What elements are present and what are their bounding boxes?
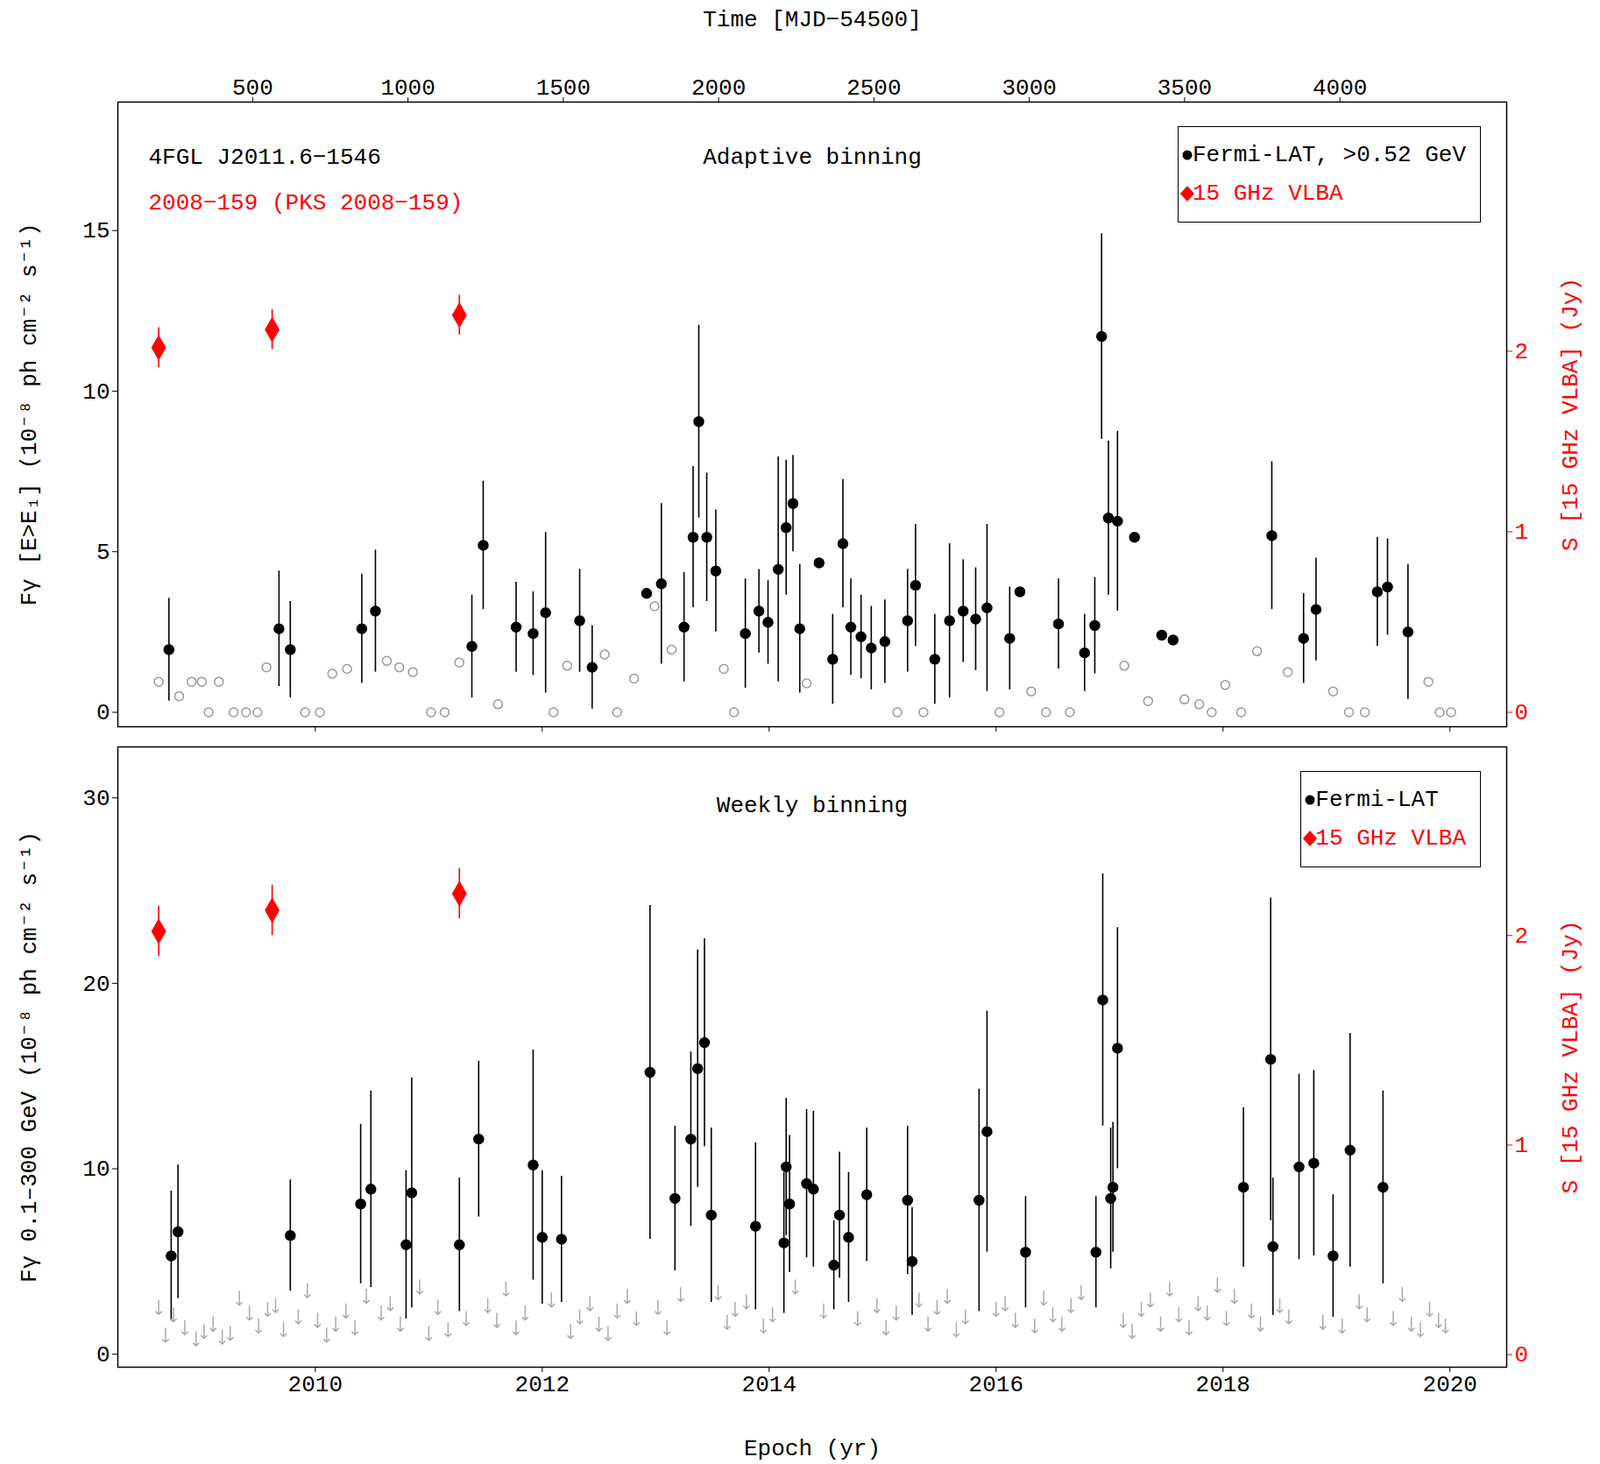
svg-text:4FGL J2011.6−1546: 4FGL J2011.6−1546: [148, 144, 382, 171]
svg-text:Time [MJD−54500]: Time [MJD−54500]: [702, 7, 922, 34]
svg-text:0: 0: [96, 700, 111, 727]
svg-text:2016: 2016: [969, 1372, 1024, 1399]
html-text:Fermi-LAT: Fermi-LAT: [1315, 786, 1439, 814]
svg-text:0: 0: [1515, 700, 1530, 727]
html-text:15 GHz VLBA: 15 GHz VLBA: [1315, 825, 1466, 852]
svg-text:Fγ 0.1–300 GeV (10⁻⁸ ph cm⁻² s: Fγ 0.1–300 GeV (10⁻⁸ ph cm⁻² s⁻¹): [16, 831, 43, 1283]
svg-text:2000: 2000: [691, 75, 746, 102]
svg-text:10: 10: [82, 379, 110, 406]
svg-text:Adaptive binning: Adaptive binning: [702, 144, 922, 171]
svg-text:2010: 2010: [288, 1372, 343, 1399]
svg-text:2020: 2020: [1423, 1372, 1478, 1399]
svg-text:0: 0: [1515, 1342, 1530, 1369]
svg-text:1: 1: [1515, 1132, 1530, 1160]
svg-text:2008−159 (PKS 2008−159): 2008−159 (PKS 2008−159): [148, 190, 464, 217]
svg-text:3000: 3000: [1001, 75, 1056, 102]
svg-text:2500: 2500: [846, 75, 901, 102]
svg-text:30: 30: [82, 785, 110, 813]
svg-text:3500: 3500: [1157, 75, 1212, 102]
svg-text:0: 0: [96, 1342, 111, 1369]
svg-text:1000: 1000: [380, 75, 435, 102]
svg-text:2014: 2014: [742, 1372, 797, 1399]
svg-text:500: 500: [232, 75, 274, 102]
svg-text:2012: 2012: [515, 1372, 570, 1399]
svg-text:4000: 4000: [1312, 75, 1367, 102]
html-text:Fermi-LAT, >0.52 GeV: Fermi-LAT, >0.52 GeV: [1192, 141, 1466, 169]
svg-text:1500: 1500: [536, 75, 591, 102]
html-text:15 GHz VLBA: 15 GHz VLBA: [1192, 180, 1343, 207]
svg-text:10: 10: [82, 1156, 110, 1183]
svg-text:2: 2: [1515, 339, 1530, 366]
svg-text:2: 2: [1515, 923, 1530, 950]
svg-text:2018: 2018: [1196, 1372, 1251, 1399]
svg-text:S [15 GHz VLBA] (Jy): S [15 GHz VLBA] (Jy): [1557, 920, 1585, 1194]
svg-text:S [15 GHz VLBA] (Jy): S [15 GHz VLBA] (Jy): [1557, 277, 1585, 552]
svg-text:20: 20: [82, 971, 110, 999]
svg-text:5: 5: [96, 539, 111, 567]
svg-text:Epoch (yr): Epoch (yr): [743, 1436, 881, 1463]
svg-text:1: 1: [1515, 519, 1530, 546]
svg-text:Fγ [E>E₁] (10⁻⁸ ph cm⁻² s⁻¹): Fγ [E>E₁] (10⁻⁸ ph cm⁻² s⁻¹): [16, 222, 43, 606]
svg-text:Weekly binning: Weekly binning: [716, 792, 908, 820]
svg-text:15: 15: [82, 218, 110, 245]
